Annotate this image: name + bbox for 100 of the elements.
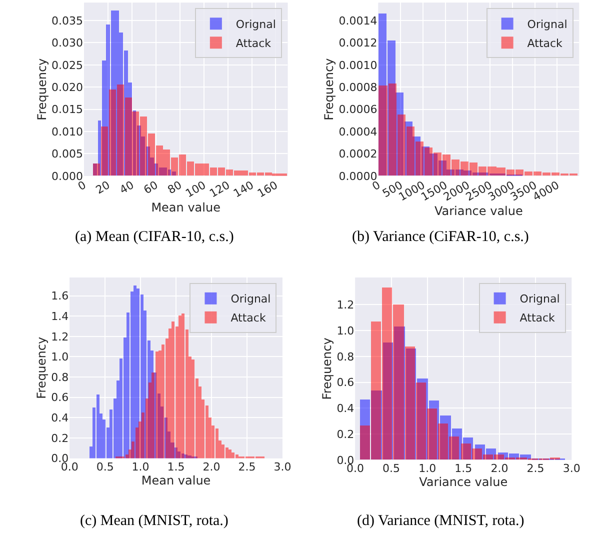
bar [222, 444, 225, 458]
text: (b) Variance (CiFAR-10, c.s.) [352, 229, 529, 245]
bar [416, 382, 426, 460]
y-tick-label: 1.0 [336, 324, 354, 338]
x-axis-title: Variance value [434, 204, 523, 218]
y-tick-label: 0.015 [52, 103, 84, 116]
bar [172, 321, 175, 458]
y-tick-label: 0.0012 [338, 36, 378, 50]
legend-label: Attack [520, 312, 556, 325]
y-tick-label: 0.035 [52, 14, 84, 28]
legend-label: Orignal [236, 18, 276, 31]
y-tick-label: 1.0 [51, 350, 69, 364]
legend-label: Attack [236, 36, 272, 50]
bar [551, 172, 560, 176]
x-tick-label: 40 [118, 178, 136, 197]
y-tick-label: 1.2 [51, 330, 69, 344]
bar [196, 378, 199, 458]
bar [146, 398, 149, 458]
bar [449, 436, 460, 460]
y-tick-label: 0.0002 [338, 148, 378, 161]
legend-label: Attack [527, 36, 564, 50]
y-tick-label: 0.0008 [338, 80, 378, 94]
x-axis-title: Mean value [141, 473, 211, 488]
legend-label: Orignal [230, 292, 271, 306]
bar [156, 351, 159, 458]
bar [232, 452, 235, 458]
bar [202, 164, 210, 176]
bar [442, 154, 450, 176]
y-tick-label: 0.0004 [338, 125, 378, 138]
bar [212, 425, 215, 458]
y-tick-label: 0.4 [51, 412, 69, 425]
x-axis-title: Mean value [151, 200, 220, 214]
bar [96, 394, 100, 458]
bar [382, 287, 392, 460]
x-tick-label: 20 [94, 178, 112, 197]
bar [156, 146, 164, 176]
y-tick-label: 0.020 [52, 80, 84, 94]
bar [397, 114, 406, 176]
x-tick-label: 0.5 [382, 462, 400, 475]
text: (a) Mean (CIFAR-10, c.s.) [75, 229, 234, 245]
bar [138, 421, 142, 458]
y-tick-label: 0.010 [52, 125, 84, 138]
bar [249, 172, 256, 176]
bar [106, 427, 110, 458]
bar [483, 454, 494, 460]
x-tick-label: 100 [183, 178, 208, 200]
bar [210, 168, 218, 176]
bar [371, 321, 382, 460]
bar [469, 162, 478, 176]
bar [360, 425, 370, 460]
bar [241, 170, 248, 176]
bar [102, 419, 106, 458]
y-tick-label: 0.0014 [338, 14, 378, 28]
y-axis-title: Frequency [322, 58, 336, 120]
bar [179, 154, 186, 176]
y-tick-label: 0.8 [336, 350, 354, 364]
bar [195, 164, 202, 176]
x-tick-label: 0.5 [96, 460, 114, 474]
bar [218, 168, 226, 176]
legend-label: Orignal [520, 292, 560, 306]
bar [487, 166, 496, 176]
bar [506, 170, 514, 176]
bar [171, 158, 178, 176]
bar [461, 443, 472, 460]
y-tick-label: 0.8 [51, 370, 69, 384]
bar [388, 84, 396, 176]
bar [148, 382, 152, 458]
bar [166, 338, 169, 458]
bar [163, 150, 170, 176]
legend-label: Attack [230, 312, 266, 325]
bar [93, 164, 100, 176]
bar [136, 427, 139, 458]
x-tick-label: 1.5 [454, 462, 472, 475]
y-axis-title: Frequency [34, 336, 48, 399]
legend-label: Orignal [527, 18, 568, 31]
bar [496, 168, 506, 176]
bar [114, 398, 117, 458]
text: (c) Mean (MNIST, rota.) [80, 513, 228, 529]
y-tick-label: 0.0010 [338, 58, 378, 72]
y-tick-label: 0.4 [336, 402, 354, 416]
text: (d) Variance (MNIST, rota.) [357, 513, 524, 529]
bar [186, 329, 189, 458]
y-tick-label: 0.6 [51, 391, 69, 404]
bar [438, 423, 448, 460]
bar [415, 142, 424, 176]
bar [216, 428, 219, 458]
bar [524, 172, 532, 176]
bar [142, 412, 145, 458]
bar [158, 350, 162, 458]
bar [132, 112, 140, 176]
y-tick-label: 1.4 [51, 310, 69, 323]
x-tick-label: 160 [255, 178, 280, 200]
bar [265, 172, 272, 176]
bar [101, 126, 108, 176]
bar [116, 380, 120, 458]
bar [226, 447, 229, 458]
x-tick-label: 1.0 [418, 462, 436, 475]
x-tick-label: 80 [165, 178, 184, 197]
x-tick-label: 1.5 [167, 460, 185, 474]
bar [148, 134, 156, 176]
